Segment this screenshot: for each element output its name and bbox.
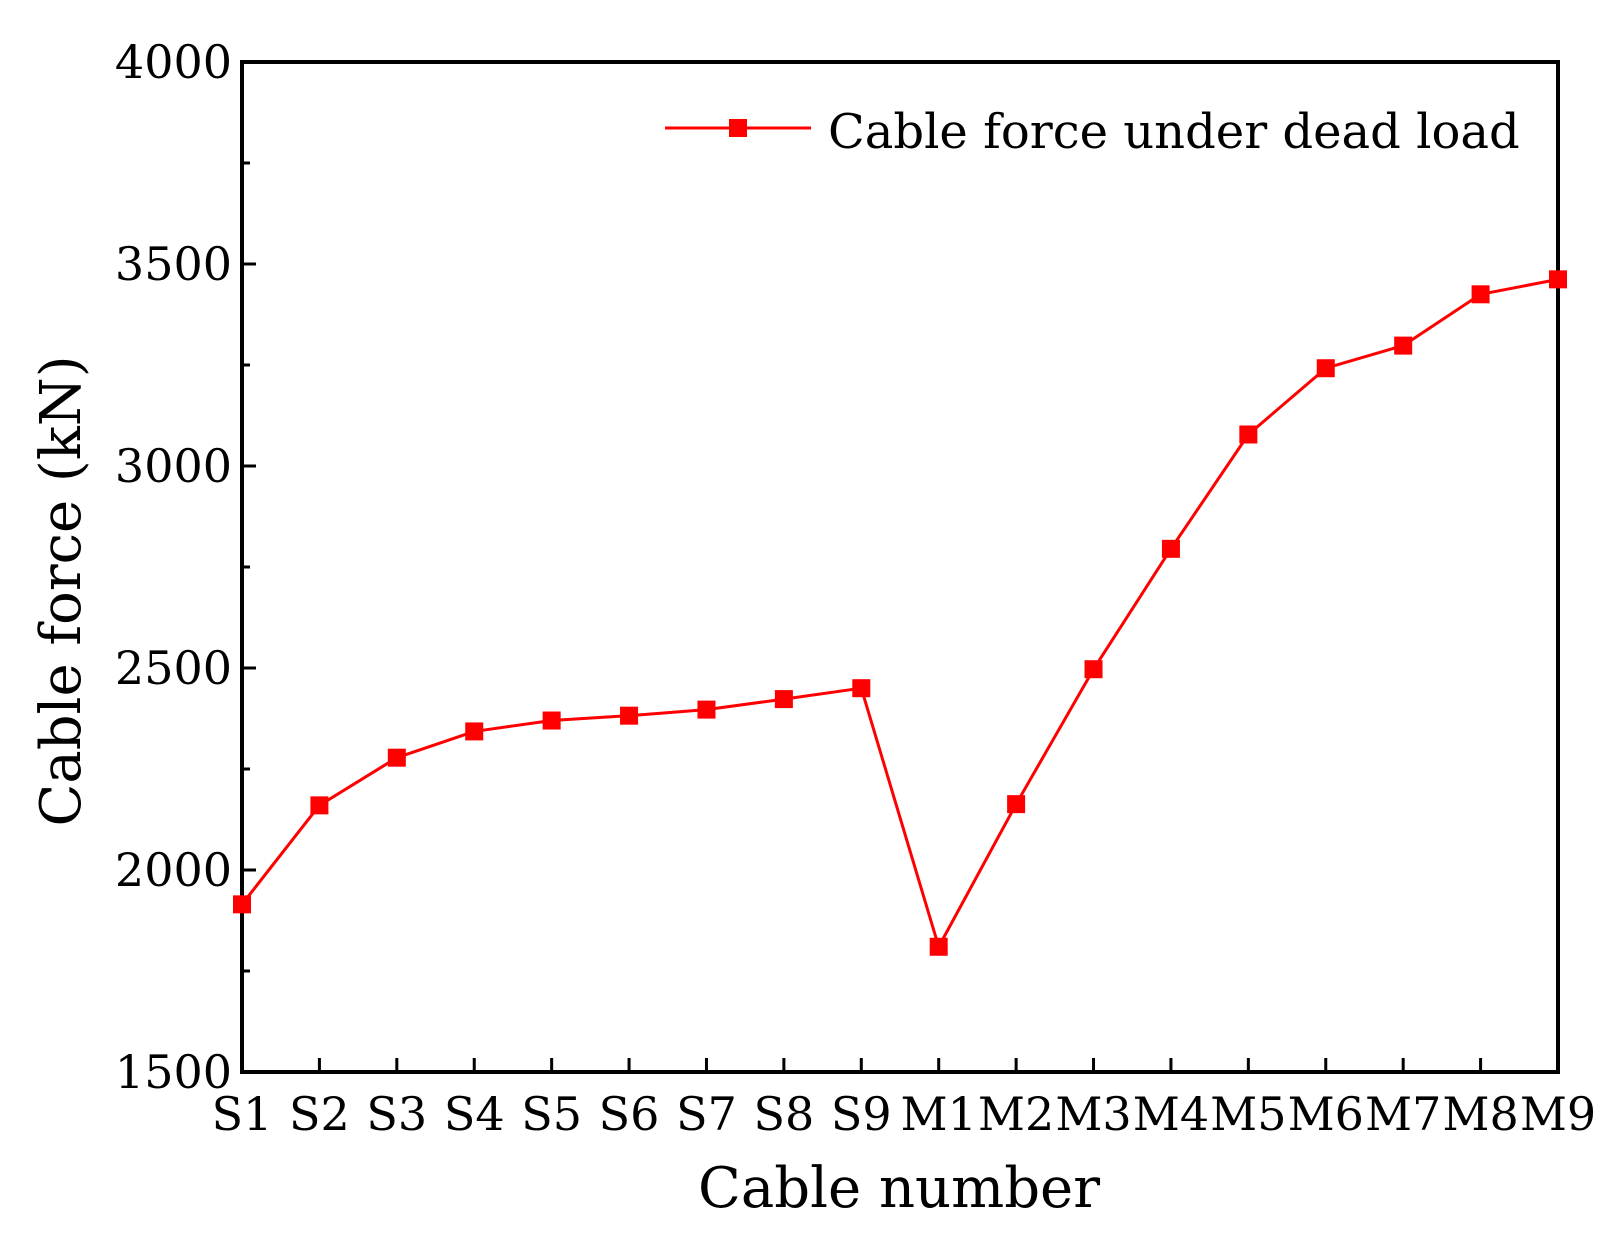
y-tick-label: 2000: [115, 843, 232, 897]
x-tick-label: M2: [978, 1087, 1054, 1141]
data-point-marker: [1394, 336, 1413, 355]
x-tick-label: S5: [521, 1087, 582, 1141]
x-tick-label: S1: [212, 1087, 273, 1141]
y-tick-label: 4000: [115, 35, 232, 89]
y-tick-label: 2500: [115, 641, 232, 695]
data-point-marker: [387, 748, 406, 767]
axes-layer: [240, 60, 1560, 1074]
data-point-marker: [542, 711, 561, 730]
y-tick-label: 3000: [115, 439, 232, 493]
data-point-marker: [1239, 425, 1258, 444]
x-tick-label: M4: [1133, 1087, 1209, 1141]
data-point-marker: [233, 895, 251, 914]
data-point-marker: [774, 690, 793, 709]
data-point-marker: [1316, 359, 1335, 378]
legend: Cable force under dead load: [665, 104, 1520, 160]
x-tick-label: S6: [599, 1087, 660, 1141]
y-tick-label: 1500: [115, 1045, 232, 1099]
series-layer: [233, 270, 1567, 956]
data-point-marker: [1007, 795, 1026, 814]
data-point-marker: [1549, 270, 1567, 289]
series-line: [240, 277, 1559, 949]
legend-marker-swatch: [729, 119, 747, 137]
x-axis-title: Cable number: [698, 1156, 1100, 1221]
x-tick-label: M1: [901, 1087, 977, 1141]
labels-layer: Cable number Cable force (kN) 1500 2000 25…: [29, 35, 1596, 1221]
x-tick-label: M3: [1055, 1087, 1131, 1141]
x-tick-label: S7: [676, 1087, 737, 1141]
data-point-marker: [852, 679, 871, 698]
data-point-marker: [1161, 539, 1180, 558]
x-tick-label: M9: [1520, 1087, 1596, 1141]
x-tick-label: S3: [366, 1087, 427, 1141]
data-point-marker: [1471, 285, 1490, 304]
data-point-marker: [465, 722, 484, 741]
x-tick-label: S2: [289, 1087, 350, 1141]
data-point-marker: [697, 700, 716, 719]
legend-label: Cable force under dead load: [828, 104, 1520, 160]
x-tick-label: S4: [444, 1087, 505, 1141]
x-tick-label: M8: [1442, 1087, 1518, 1141]
x-tick-label: M6: [1288, 1087, 1364, 1141]
x-tick-label: M5: [1210, 1087, 1286, 1141]
data-point-marker: [1084, 660, 1103, 679]
y-tick-label: 3500: [115, 237, 232, 291]
x-tick-label: S9: [831, 1087, 892, 1141]
data-point-marker: [929, 937, 948, 956]
x-tick-label: M7: [1365, 1087, 1441, 1141]
data-point-marker: [310, 796, 329, 815]
y-axis-title: Cable force (kN): [29, 355, 94, 826]
data-point-marker: [620, 706, 639, 725]
x-tick-label: S8: [753, 1087, 814, 1141]
